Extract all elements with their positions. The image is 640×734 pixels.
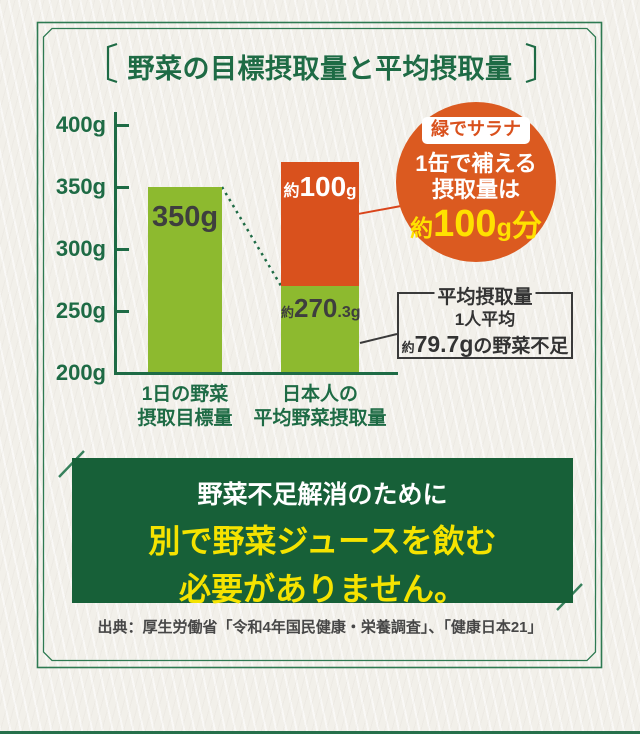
y-tick-label: 350g	[55, 174, 106, 199]
x-category-target: 1日の野菜 摂取目標量	[110, 383, 260, 432]
y-tick-mark	[114, 123, 129, 127]
bar-average-value-label: 約270.3g	[281, 292, 361, 324]
label-part: 100	[433, 203, 497, 246]
callout-amount: 約100g分	[410, 205, 542, 243]
label-part: 約	[401, 340, 415, 355]
average-intake-line2: 約79.7gの野菜不足	[399, 331, 571, 358]
label-part: 約	[283, 182, 300, 200]
label-part: 約	[281, 304, 295, 320]
y-axis	[114, 112, 117, 374]
label-part: の野菜不足	[473, 336, 569, 357]
y-tick-mark	[114, 185, 129, 189]
label-part: .3g	[337, 303, 361, 321]
label-part: 100	[299, 170, 347, 202]
bar-supplement-value-label: 約100g	[281, 171, 359, 203]
average-intake-box-title: 平均摂取量	[434, 282, 536, 309]
x-category-line: 平均野菜摂取量	[253, 408, 387, 430]
x-category-line: 1日の野菜	[141, 384, 229, 405]
sarana-badge: 緑でサラナ	[422, 117, 530, 144]
y-tick-label: 250g	[55, 298, 106, 323]
message-line1: 野菜不足解消のために	[197, 481, 448, 509]
x-axis	[114, 372, 398, 375]
label-part: 分	[511, 210, 542, 244]
bar-target: 350g	[148, 187, 222, 373]
callout-line1: 1缶で補える	[415, 150, 537, 176]
y-tick-label: 300g	[55, 236, 106, 261]
callout-line2: 摂取量は	[431, 177, 520, 203]
y-tick-mark	[114, 309, 129, 313]
label-part: g	[496, 214, 512, 243]
label-part: 270	[294, 292, 338, 323]
label-part: g	[346, 180, 357, 200]
y-tick-label: 400g	[55, 112, 106, 137]
bar-average-orange-segment: 約100g	[281, 161, 359, 286]
message-box: 野菜不足解消のために 別で野菜ジュースを飲む 必要がありません。	[72, 458, 573, 607]
bar-average-green-segment: 約270.3g	[281, 285, 361, 373]
bottom-divider	[0, 731, 640, 734]
x-category-average: 日本人の 平均野菜摂取量	[235, 383, 405, 432]
y-tick-label: 200g	[55, 360, 106, 385]
x-category-line: 摂取目標量	[137, 408, 233, 430]
message-line3: 必要がありません。	[178, 571, 467, 607]
bar-target-value-label: 350g	[151, 201, 219, 233]
x-category-line: 日本人の	[281, 384, 358, 405]
average-intake-box: 平均摂取量 1人平均 約79.7gの野菜不足	[397, 282, 573, 359]
sarana-callout-circle: 緑でサラナ 1缶で補える 摂取量は 約100g分	[396, 102, 556, 262]
label-part: 79.7g	[414, 331, 474, 357]
average-intake-line1: 1人平均	[454, 310, 516, 329]
chart-title: 野菜の目標摂取量と平均摂取量	[127, 54, 513, 84]
y-tick-mark	[114, 247, 129, 251]
label-part: 約	[410, 215, 434, 242]
source-text: 出典：厚生労働省「令和4年国民健康・栄養調査」、「健康日本21」	[97, 619, 543, 636]
message-line2: 別で野菜ジュースを飲む	[148, 523, 497, 559]
